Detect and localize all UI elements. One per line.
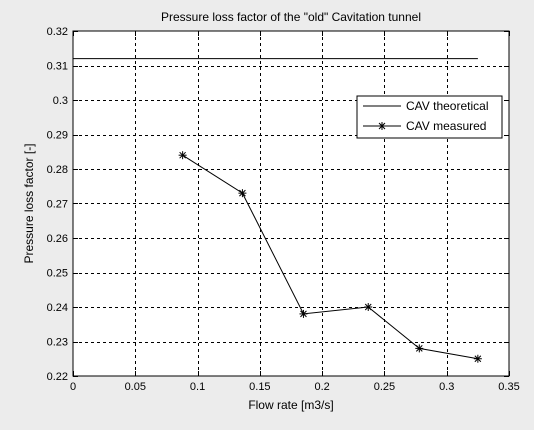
data-point-measured (364, 303, 373, 311)
y-tick-label: 0.3 (53, 95, 68, 107)
y-tick-label: 0.25 (47, 268, 68, 280)
plot-frame (72, 30, 510, 377)
data-point-measured (238, 189, 247, 198)
y-tick-label: 0.26 (47, 233, 68, 245)
x-tick-label: 0.1 (190, 381, 205, 393)
data-point-measured (473, 354, 482, 363)
legend-asterisk-icon (378, 122, 386, 130)
x-tick-labels: 0 0.05 0.1 0.15 0.2 0.25 0.3 0.35 (70, 381, 520, 393)
x-tick-label: 0.35 (498, 381, 519, 393)
chart-title: Pressure loss factor of the "old" Cavita… (161, 10, 421, 24)
legend-box (356, 95, 503, 139)
legend-label-measured: CAV measured (406, 119, 486, 133)
legend: CAV theoretical CAV measured (356, 95, 503, 139)
y-tick-label: 0.23 (47, 337, 68, 349)
legend-marker-asterisk (378, 122, 386, 130)
y-tick-labels: 0.22 0.23 0.24 0.25 0.26 0.27 0.28 0.29 0.3 0.31 0… (47, 26, 68, 383)
data-series (73, 58, 482, 363)
y-axis-label: Pressure loss factor [-] (22, 143, 36, 263)
x-tick-label: 0 (70, 381, 76, 393)
y-tick-label: 0.31 (47, 61, 68, 73)
legend-label-theoretical: CAV theoretical (406, 99, 488, 113)
x-axis-label: Flow rate [m3/s] (248, 398, 333, 412)
series-line-measured (182, 154, 478, 360)
x-tick-label: 0.2 (314, 381, 329, 393)
x-tick-label: 0.05 (125, 381, 146, 393)
grid-lines (73, 31, 509, 376)
x-tick-label: 0.3 (439, 381, 454, 393)
y-tick-label: 0.29 (47, 130, 68, 142)
data-point-measured (299, 309, 308, 318)
data-point-measured (415, 344, 424, 353)
x-tick-label: 0.25 (374, 381, 395, 393)
y-tick-label: 0.32 (47, 26, 68, 38)
y-tick-label: 0.24 (47, 302, 68, 314)
x-tick-label: 0.15 (249, 381, 270, 393)
y-tick-label: 0.22 (47, 371, 68, 383)
y-tick-label: 0.27 (47, 199, 68, 211)
data-point-measured (178, 151, 187, 160)
y-tick-label: 0.28 (47, 164, 68, 176)
